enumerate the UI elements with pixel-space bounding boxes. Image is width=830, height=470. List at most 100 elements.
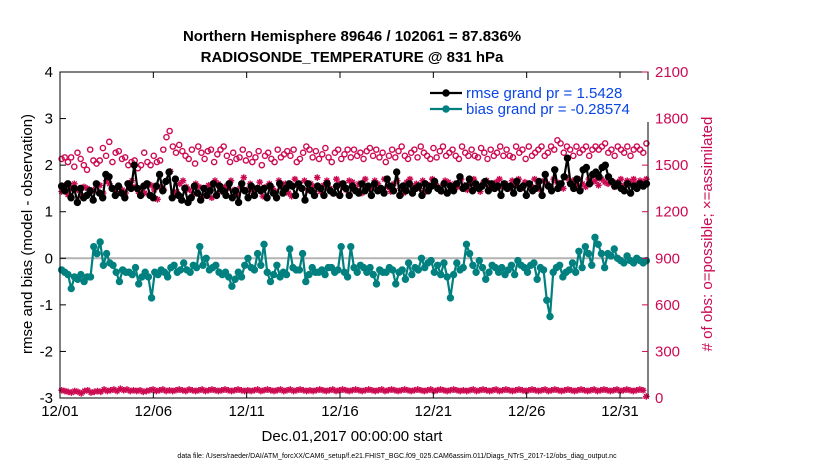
data-point-s4-69 bbox=[283, 386, 291, 394]
data-point-s2-123 bbox=[449, 146, 456, 153]
data-point-s0-5 bbox=[73, 198, 82, 207]
data-point-s3-30 bbox=[154, 195, 161, 203]
data-point-s4-93 bbox=[362, 386, 369, 394]
data-point-s0-164 bbox=[576, 187, 584, 195]
data-point-s4-19 bbox=[120, 386, 127, 394]
data-point-s4-6 bbox=[77, 390, 85, 397]
data-point-s0-77 bbox=[301, 196, 309, 204]
y-left-tick-label-2: -1 bbox=[40, 297, 53, 314]
x-tick-label-2: 12/11 bbox=[228, 403, 264, 420]
data-point-s0-23 bbox=[130, 161, 138, 169]
data-point-s2-87 bbox=[334, 146, 342, 153]
data-point-s4-27 bbox=[146, 386, 154, 394]
data-point-s3-40 bbox=[186, 186, 193, 194]
data-point-s3-63 bbox=[259, 192, 267, 200]
data-point-s3-91 bbox=[349, 178, 356, 186]
data-point-s4-168 bbox=[607, 387, 614, 395]
data-point-s1-117 bbox=[433, 261, 442, 269]
data-point-s4-43 bbox=[198, 386, 206, 393]
data-point-s0-94 bbox=[355, 189, 363, 197]
data-point-s0-10 bbox=[89, 196, 97, 204]
data-point-s4-148 bbox=[541, 386, 549, 393]
data-point-s4-122 bbox=[456, 387, 464, 395]
data-point-s1-125 bbox=[459, 263, 467, 272]
data-point-s1-162 bbox=[578, 263, 586, 272]
data-point-s4-119 bbox=[447, 386, 454, 394]
data-point-s4-67 bbox=[277, 386, 284, 393]
data-point-s4-83 bbox=[329, 386, 337, 393]
data-point-s4-96 bbox=[371, 387, 379, 395]
data-point-s4-116 bbox=[437, 386, 444, 393]
data-point-s2-44 bbox=[198, 149, 205, 157]
data-point-s0-156 bbox=[551, 166, 559, 174]
data-point-s1-33 bbox=[163, 273, 172, 281]
data-point-s0-155 bbox=[547, 187, 556, 195]
data-point-s2-125 bbox=[455, 155, 463, 163]
data-point-s2-58 bbox=[242, 157, 250, 164]
data-point-s1-12 bbox=[96, 238, 104, 246]
data-point-s4-16 bbox=[110, 386, 118, 393]
data-point-s0-17 bbox=[111, 191, 120, 200]
data-point-s1-10 bbox=[90, 242, 98, 251]
data-point-s4-12 bbox=[97, 388, 105, 396]
data-point-s4-117 bbox=[440, 386, 448, 394]
data-point-s4-72 bbox=[293, 386, 301, 394]
data-point-s2-67 bbox=[271, 158, 278, 166]
data-point-s1-115 bbox=[427, 256, 435, 265]
data-point-s1-71 bbox=[286, 245, 294, 253]
data-point-s2-63 bbox=[258, 161, 266, 169]
legend-label-bias: bias grand pr = -0.28574 bbox=[466, 101, 630, 118]
data-point-s1-163 bbox=[581, 242, 590, 251]
data-point-s3-160 bbox=[569, 177, 577, 184]
data-point-s3-12 bbox=[96, 182, 104, 189]
data-point-s4-22 bbox=[130, 386, 137, 394]
data-point-s4-0 bbox=[58, 386, 65, 394]
data-point-s2-7 bbox=[80, 161, 88, 169]
data-point-s2-37 bbox=[175, 141, 183, 149]
data-point-s1-44 bbox=[199, 261, 207, 269]
data-point-s4-60 bbox=[254, 386, 261, 393]
data-point-s4-41 bbox=[192, 387, 199, 395]
data-point-s2-177 bbox=[620, 149, 628, 157]
data-point-s4-78 bbox=[313, 386, 320, 394]
data-point-s3-76 bbox=[301, 177, 308, 184]
data-point-s0-25 bbox=[136, 191, 145, 200]
data-point-s1-2 bbox=[64, 270, 72, 279]
data-point-s1-90 bbox=[347, 242, 355, 251]
data-point-s1-58 bbox=[244, 254, 252, 262]
data-point-s4-8 bbox=[84, 386, 92, 394]
data-point-s4-35 bbox=[172, 386, 180, 394]
data-point-s1-57 bbox=[241, 261, 249, 269]
y-right-tick-label-6: 1800 bbox=[655, 111, 688, 128]
data-point-s4-68 bbox=[280, 387, 288, 395]
data-point-s2-28 bbox=[147, 161, 154, 169]
data-point-s0-162 bbox=[570, 184, 578, 193]
data-point-s1-164 bbox=[584, 249, 593, 258]
data-point-s4-37 bbox=[179, 386, 186, 394]
data-point-s2-26 bbox=[140, 149, 148, 157]
data-point-s0-126 bbox=[456, 173, 464, 181]
data-point-s0-33 bbox=[162, 177, 170, 186]
data-point-s2-99 bbox=[372, 146, 380, 153]
data-point-s1-112 bbox=[417, 254, 426, 262]
data-point-s4-23 bbox=[133, 387, 141, 395]
data-point-s0-61 bbox=[250, 191, 259, 200]
data-point-s4-65 bbox=[270, 387, 278, 395]
data-point-s0-113 bbox=[415, 182, 423, 190]
data-point-s0-167 bbox=[585, 180, 594, 188]
data-point-s2-2 bbox=[64, 158, 72, 166]
data-point-s2-109 bbox=[404, 155, 412, 163]
data-point-s4-34 bbox=[169, 387, 176, 395]
data-point-s1-75 bbox=[298, 249, 307, 258]
data-point-s2-95 bbox=[360, 155, 367, 163]
data-point-s4-143 bbox=[525, 386, 533, 394]
data-point-s0-22 bbox=[127, 184, 135, 193]
data-point-s1-28 bbox=[147, 294, 156, 302]
data-point-s1-42 bbox=[192, 263, 201, 272]
data-point-s0-134 bbox=[481, 177, 489, 186]
data-point-s2-128 bbox=[465, 152, 472, 160]
data-point-s1-140 bbox=[507, 261, 516, 269]
data-point-s2-83 bbox=[322, 144, 329, 152]
data-point-s2-65 bbox=[264, 149, 272, 157]
data-point-s1-148 bbox=[533, 275, 541, 283]
